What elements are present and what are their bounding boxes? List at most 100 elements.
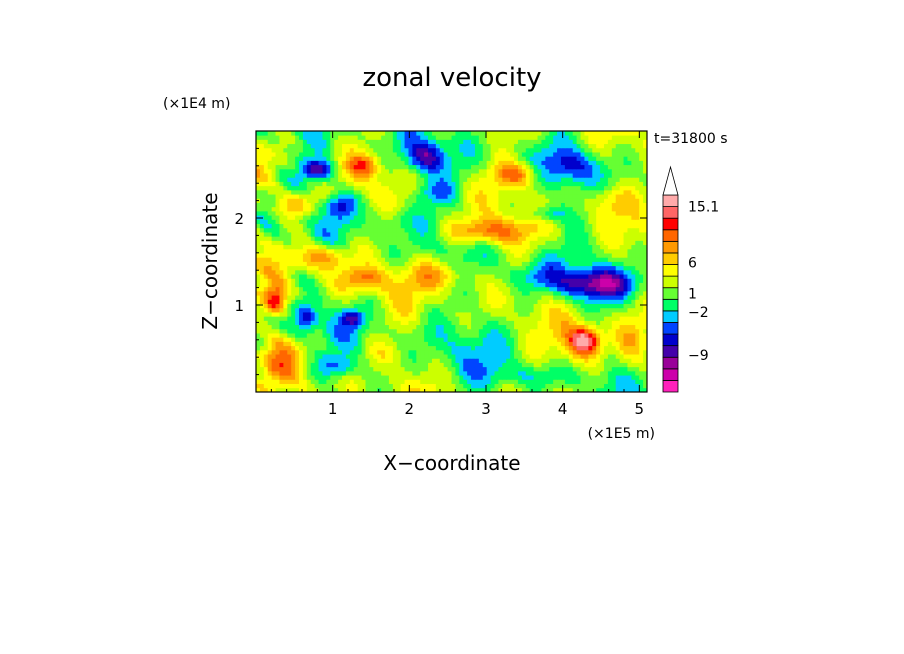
heatmap-cell [283, 206, 288, 212]
heatmap-cell [279, 265, 284, 271]
heatmap-cell [275, 366, 280, 372]
heatmap-cell [521, 324, 527, 330]
heatmap-cell [283, 366, 288, 372]
heatmap-cell [471, 278, 476, 283]
heatmap-cell [506, 341, 511, 347]
heatmap-cell [596, 387, 601, 392]
heatmap-cell [603, 274, 609, 279]
heatmap-cell [306, 210, 312, 216]
heatmap-cell [482, 290, 488, 296]
heatmap-cell [568, 194, 574, 199]
heatmap-cell [381, 383, 386, 389]
plot-area [256, 131, 647, 392]
heatmap-cell [564, 240, 570, 246]
heatmap-cell [392, 370, 398, 376]
heatmap-cell [537, 248, 542, 254]
heatmap-cell [510, 316, 515, 321]
heatmap-cell [455, 202, 460, 208]
heatmap-cell [568, 366, 574, 372]
heatmap-cell [435, 290, 441, 296]
heatmap-cell [517, 253, 523, 258]
heatmap-cell [545, 341, 550, 347]
heatmap-cell [334, 198, 339, 203]
heatmap-cell [592, 307, 597, 313]
heatmap-cell [541, 320, 546, 326]
heatmap-cell [373, 345, 378, 351]
heatmap-cell [635, 337, 640, 342]
heatmap-cell [345, 337, 351, 342]
heatmap-cell [388, 185, 394, 191]
heatmap-cell [517, 274, 523, 279]
heatmap-cell [385, 202, 390, 208]
heatmap-cell [330, 341, 335, 347]
heatmap-cell [580, 206, 585, 212]
heatmap-cell [428, 337, 433, 342]
heatmap-cell [373, 324, 378, 330]
heatmap-cell [533, 366, 538, 372]
heatmap-cell [572, 223, 578, 229]
heatmap-cell [560, 223, 566, 229]
heatmap-cell [451, 370, 456, 376]
heatmap-cell [424, 324, 429, 330]
heatmap-cell [502, 215, 507, 220]
heatmap-cell [369, 210, 374, 216]
heatmap-cell [385, 248, 390, 254]
heatmap-cell [318, 362, 323, 368]
heatmap-cell [506, 236, 511, 241]
heatmap-cell [600, 370, 605, 376]
heatmap-cell [490, 383, 495, 389]
heatmap-cell [486, 185, 491, 191]
heatmap-cell [619, 215, 624, 220]
heatmap-cell [494, 189, 499, 195]
heatmap-cell [357, 282, 362, 288]
heatmap-cell [557, 223, 562, 229]
heatmap-cell [361, 248, 366, 254]
heatmap-cell [521, 316, 527, 321]
heatmap-cell [639, 303, 644, 309]
heatmap-cell [580, 248, 585, 254]
heatmap-cell [572, 295, 578, 300]
heatmap-cell [424, 181, 429, 187]
heatmap-cell [490, 261, 495, 267]
heatmap-cell [553, 366, 558, 372]
heatmap-cell [334, 337, 339, 342]
heatmap-cell [576, 341, 581, 347]
heatmap-cell [572, 194, 578, 199]
heatmap-cell [314, 307, 319, 313]
heatmap-cell [564, 316, 570, 321]
heatmap-cell [365, 303, 370, 309]
heatmap-cell [510, 345, 515, 351]
heatmap-cell [369, 299, 374, 304]
heatmap-cell [478, 295, 484, 300]
heatmap-cell [533, 286, 538, 292]
heatmap-cell [549, 328, 554, 334]
heatmap-cell [541, 210, 546, 216]
heatmap-cell [322, 206, 327, 212]
heatmap-cell [576, 354, 581, 359]
heatmap-cell [545, 274, 550, 279]
heatmap-cell [365, 345, 370, 351]
heatmap-cell [408, 324, 413, 330]
heatmap-cell [576, 185, 581, 191]
heatmap-cell [271, 202, 276, 208]
heatmap-cell [314, 286, 319, 292]
heatmap-cell [490, 349, 495, 355]
heatmap-cell [424, 274, 429, 279]
heatmap-cell [306, 185, 312, 191]
heatmap-cell [611, 354, 617, 359]
heatmap-cell [396, 370, 402, 376]
heatmap-cell [322, 248, 327, 254]
heatmap-cell [396, 303, 402, 309]
heatmap-cell [275, 274, 280, 279]
heatmap-cell [443, 240, 448, 246]
heatmap-cell [482, 269, 488, 275]
heatmap-cell [525, 383, 531, 389]
heatmap-cell [287, 236, 292, 241]
heatmap-cell [482, 295, 488, 300]
heatmap-cell [369, 269, 374, 275]
heatmap-cell [557, 383, 562, 389]
heatmap-cell [392, 181, 398, 187]
heatmap-cell [443, 375, 448, 380]
heatmap-cell [299, 253, 304, 258]
heatmap-cell [478, 269, 484, 275]
